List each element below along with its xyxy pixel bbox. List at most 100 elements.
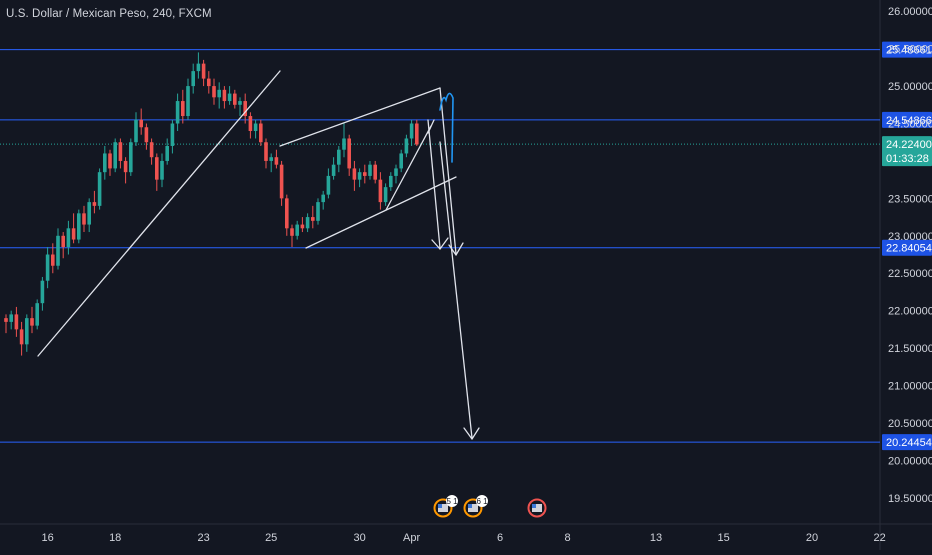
candle-body — [326, 175, 331, 195]
candle — [144, 123, 149, 150]
candle — [113, 138, 117, 173]
y-tick-label: 20.00000 — [888, 455, 932, 467]
candle-body — [40, 280, 45, 304]
current-price-label: 24.22400 — [886, 139, 932, 151]
level-price-tag: 24.54866 — [882, 111, 932, 128]
economic-event-flag[interactable]: 5 1 — [433, 495, 459, 518]
candle-body — [196, 63, 201, 72]
flag-stripes — [468, 504, 478, 512]
candle-body — [222, 89, 227, 102]
candle-body — [103, 153, 107, 173]
event-count-badge — [476, 495, 488, 507]
candle-body — [77, 213, 81, 240]
candle — [269, 153, 273, 173]
candle-body — [129, 142, 133, 173]
x-tick-label: 13 — [650, 532, 662, 544]
candle-body — [191, 71, 195, 87]
economic-events: 5 1 6 1 — [433, 495, 547, 518]
candle — [45, 247, 50, 289]
candle — [191, 63, 195, 94]
level-tag-bg — [882, 239, 932, 256]
candle — [404, 134, 409, 158]
level-price-tag: 25.48661 — [882, 41, 932, 58]
candle — [175, 93, 180, 131]
candle-body — [285, 198, 289, 229]
candles — [4, 52, 419, 356]
level-tag-label: 20.24454 — [886, 437, 932, 449]
candle-body — [300, 224, 305, 229]
candle — [186, 78, 190, 120]
candle — [352, 160, 357, 191]
level-tag-label: 22.84054 — [886, 243, 932, 255]
candle — [207, 71, 211, 94]
x-tick-label: 6 — [497, 532, 503, 544]
y-tick-label: 19.50000 — [888, 493, 932, 505]
level-tag-bg — [882, 41, 932, 58]
uptrend-line — [37, 70, 281, 357]
candle — [321, 190, 325, 210]
level-tag-label: 24.54866 — [886, 115, 932, 127]
candle-body — [212, 86, 216, 98]
candle — [66, 220, 71, 255]
candle — [14, 306, 19, 337]
candle — [201, 59, 206, 87]
candle — [331, 157, 336, 180]
candle-body — [378, 179, 383, 203]
arrow-shaft-1 — [427, 119, 441, 249]
candle-body — [45, 254, 50, 281]
candle — [9, 310, 13, 330]
level-tag-bg — [882, 434, 932, 451]
level-tag-label: 25.48661 — [886, 45, 932, 57]
candle-body — [66, 228, 71, 248]
flag-canton — [438, 504, 442, 508]
channel-inner-line — [385, 125, 432, 211]
flag-canton — [532, 504, 536, 508]
blue-projection-curve — [439, 92, 454, 163]
candle — [295, 220, 299, 240]
y-tick-label: 24.50000 — [888, 119, 932, 131]
candle — [77, 209, 81, 244]
candle — [285, 194, 289, 236]
arrow-head-2a — [448, 244, 457, 256]
candle-body — [404, 138, 409, 154]
candle-body — [264, 142, 268, 161]
y-tick-label: 21.50000 — [888, 343, 932, 355]
candle-body — [14, 314, 19, 330]
candle — [71, 213, 76, 244]
price-axis: 26.00000 25.50000 25.00000 24.50000 23.50000… — [888, 6, 932, 505]
candle — [274, 149, 279, 169]
event-count-label: 6 1 — [476, 497, 488, 506]
candle-body — [238, 101, 242, 105]
economic-event-flag[interactable]: 6 1 — [463, 495, 489, 518]
candle-body — [269, 157, 273, 161]
candle — [134, 112, 138, 146]
candle — [181, 89, 185, 124]
candle-body — [394, 168, 398, 176]
candle — [149, 138, 154, 165]
flag-stripes — [438, 504, 448, 512]
candle — [357, 168, 362, 188]
candle — [97, 168, 102, 210]
y-tick-label: 23.50000 — [888, 193, 932, 205]
event-count-label: 5 1 — [446, 497, 458, 506]
candle-body — [51, 254, 55, 266]
candle — [378, 172, 383, 210]
candle — [30, 306, 34, 334]
candle-body — [363, 172, 367, 176]
candle-body — [207, 78, 211, 87]
candle — [103, 145, 107, 180]
x-tick-label: 23 — [197, 532, 209, 544]
candle — [383, 183, 388, 206]
economic-event-flag[interactable] — [527, 498, 547, 518]
arrow-head-2b — [455, 242, 464, 256]
candle — [248, 112, 253, 139]
candle — [409, 119, 414, 146]
candle-body — [25, 318, 29, 345]
arrow-shaft-3 — [439, 141, 473, 439]
candle-body — [61, 235, 65, 248]
candle-body — [92, 202, 97, 206]
candle-body — [259, 123, 263, 143]
candle-body — [342, 138, 346, 150]
